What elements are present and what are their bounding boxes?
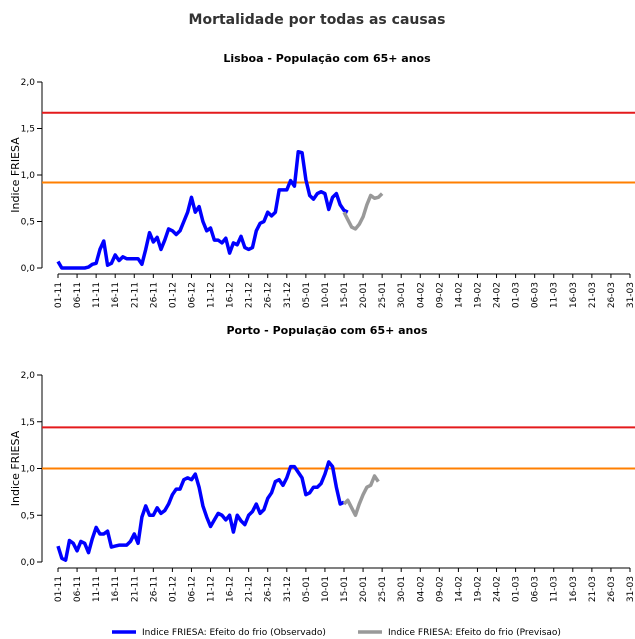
x-tick-label: 19-02 [473, 576, 483, 602]
data-line [56, 460, 345, 562]
x-tick-label: 31-12 [283, 282, 293, 308]
x-tick-label: 11-12 [207, 282, 217, 308]
x-tick-label: 01-11 [54, 576, 64, 602]
x-tick-label: 31-03 [626, 282, 635, 308]
x-tick-label: 06-11 [73, 282, 83, 308]
x-tick-label: 04-02 [416, 282, 426, 308]
x-tick-label: 26-03 [607, 282, 617, 308]
x-tick-label: 26-03 [607, 576, 617, 602]
x-tick-label: 11-03 [550, 282, 560, 308]
x-tick-label: 30-01 [397, 576, 407, 602]
x-tick-label: 01-12 [168, 282, 178, 308]
y-axis-label: Indice FRIESA [9, 137, 22, 213]
x-tick-label: 04-02 [416, 576, 426, 602]
x-tick-label: 26-11 [149, 282, 159, 308]
y-tick-label: 1,5 [21, 418, 35, 428]
x-tick-label: 01-12 [168, 576, 178, 602]
y-tick-label: 2,0 [21, 78, 36, 88]
x-tick-label: 10-01 [321, 576, 331, 602]
x-tick-label: 21-11 [130, 282, 140, 308]
y-tick-label: 0,0 [21, 264, 36, 274]
x-tick-label: 21-03 [588, 282, 598, 308]
y-tick-label: 1,0 [21, 465, 36, 475]
x-tick-label: 06-12 [187, 282, 197, 308]
x-tick-label: 24-02 [493, 576, 503, 602]
x-tick-label: 09-02 [435, 576, 445, 602]
x-tick-label: 21-12 [245, 576, 255, 602]
x-tick-label: 26-11 [149, 576, 159, 602]
x-tick-label: 11-03 [550, 576, 560, 602]
x-tick-label: 05-01 [302, 282, 312, 308]
x-tick-label: 16-03 [569, 576, 579, 602]
x-tick-label: 11-12 [207, 576, 217, 602]
x-tick-label: 19-02 [473, 282, 483, 308]
x-tick-label: 15-01 [340, 282, 350, 308]
x-tick-label: 20-01 [359, 282, 369, 308]
x-tick-label: 31-03 [626, 576, 635, 602]
x-tick-label: 01-03 [512, 576, 522, 602]
x-tick-label: 21-03 [588, 576, 598, 602]
x-tick-label: 06-03 [531, 576, 541, 602]
y-tick-label: 0,5 [21, 511, 35, 521]
x-tick-label: 16-11 [111, 282, 121, 308]
x-tick-label: 21-11 [130, 576, 140, 602]
x-tick-label: 06-11 [73, 576, 83, 602]
y-tick-label: 0,0 [21, 558, 36, 568]
x-tick-label: 25-01 [378, 576, 388, 602]
y-tick-label: 1,5 [21, 125, 35, 135]
panel-title: Porto - População com 65+ anos [226, 324, 427, 337]
x-tick-label: 16-11 [111, 576, 121, 602]
panel-title: Lisboa - População com 65+ anos [223, 52, 431, 65]
y-tick-label: 1,0 [21, 171, 36, 181]
x-tick-label: 11-11 [92, 282, 102, 308]
legend-label: Indice FRIESA: Efeito do frio (Observado… [142, 628, 326, 638]
x-tick-label: 16-03 [569, 282, 579, 308]
y-axis-label: Indice FRIESA [9, 430, 22, 506]
x-tick-label: 05-01 [302, 576, 312, 602]
x-tick-label: 26-12 [264, 282, 274, 308]
x-tick-label: 25-01 [378, 282, 388, 308]
x-tick-label: 26-12 [264, 576, 274, 602]
x-tick-label: 10-01 [321, 282, 331, 308]
x-tick-label: 01-11 [54, 282, 64, 308]
data-line [342, 474, 380, 517]
y-tick-label: 2,0 [21, 371, 36, 381]
data-line [342, 192, 384, 231]
page-title: Mortalidade por todas as causas [189, 12, 446, 28]
x-tick-label: 06-03 [531, 282, 541, 308]
x-tick-label: 06-12 [187, 576, 197, 602]
x-tick-label: 14-02 [454, 576, 464, 602]
x-tick-label: 24-02 [493, 282, 503, 308]
x-tick-label: 31-12 [283, 576, 293, 602]
x-tick-label: 21-12 [245, 282, 255, 308]
x-tick-label: 15-01 [340, 576, 350, 602]
x-tick-label: 16-12 [226, 576, 236, 602]
y-tick-label: 0,5 [21, 218, 35, 228]
x-tick-label: 30-01 [397, 282, 407, 308]
x-tick-label: 01-03 [512, 282, 522, 308]
data-line [56, 150, 349, 270]
x-tick-label: 11-11 [92, 576, 102, 602]
x-tick-label: 14-02 [454, 282, 464, 308]
x-tick-label: 20-01 [359, 576, 369, 602]
x-tick-label: 09-02 [435, 282, 445, 308]
x-tick-label: 16-12 [226, 282, 236, 308]
legend-label: Indice FRIESA: Efeito do frio (Previsao) [388, 628, 561, 638]
